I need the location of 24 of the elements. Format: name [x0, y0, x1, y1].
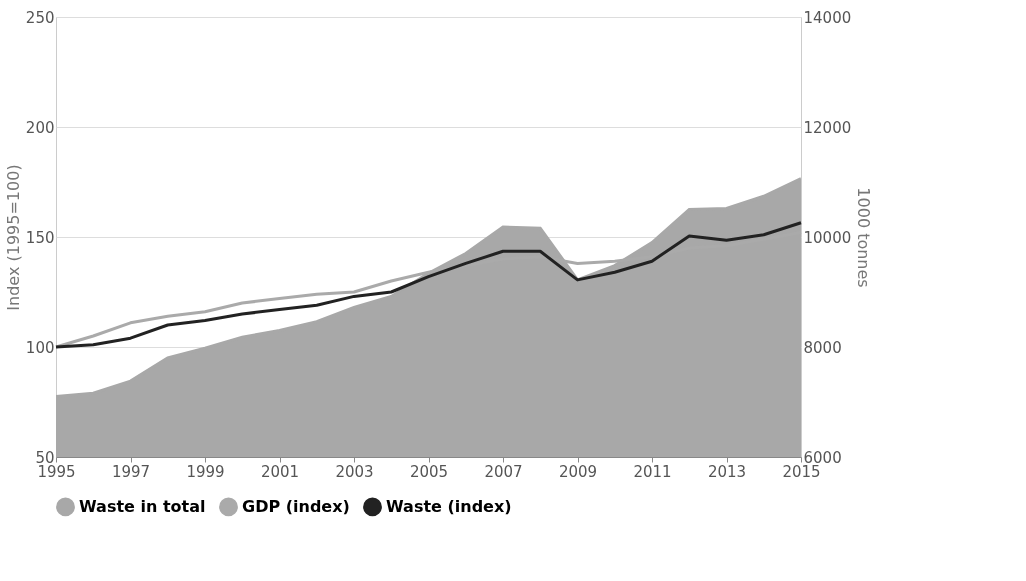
y-tick-label: 100: [25, 338, 55, 357]
x-tick-label: 2009: [558, 462, 598, 481]
x-tick-label: 2015: [782, 462, 821, 481]
x-tick-label: 2003: [335, 462, 374, 481]
y-tick-label: 150: [25, 228, 55, 247]
x-tick-label: 2011: [633, 462, 672, 481]
x-tick-label: 1995: [37, 462, 76, 481]
y2-tick-label: 10000: [803, 228, 852, 247]
legend-label: Waste in total: [79, 496, 206, 516]
y-tick-label: 200: [25, 118, 55, 137]
x-tick-label: 2005: [409, 462, 449, 481]
legend-label: GDP (index): [242, 496, 350, 516]
y2-tick-label: 14000: [803, 8, 852, 27]
y2-axis-title: 1000 tonnes: [854, 187, 874, 288]
x-tick-label: 2001: [260, 462, 300, 481]
y-axis-title: Index (1995=100): [3, 164, 23, 311]
x-tick-label: 2007: [484, 462, 523, 481]
x-tick-label: 1997: [111, 462, 151, 481]
y2-tick-label: 8000: [803, 338, 842, 357]
legend-label: Waste (index): [386, 496, 512, 516]
x-tick-label: 1999: [186, 462, 225, 481]
x-tick-label: 2013: [707, 462, 747, 481]
y-tick-label: 250: [25, 8, 55, 27]
y2-tick-label: 12000: [803, 118, 852, 137]
